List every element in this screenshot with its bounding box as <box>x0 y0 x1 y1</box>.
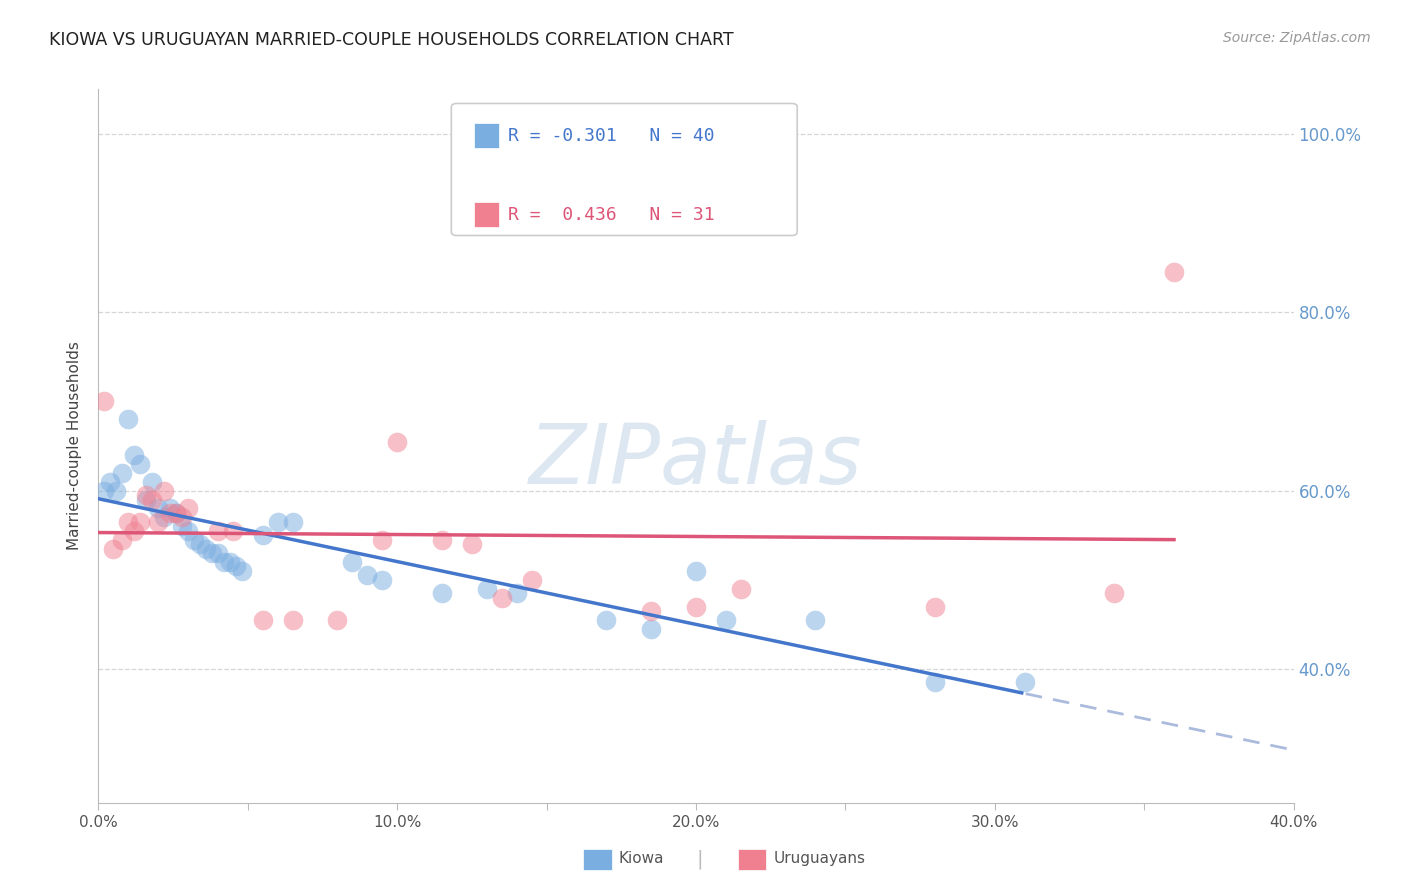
Point <box>105 483 128 498</box>
Point <box>371 533 394 547</box>
Point <box>165 506 187 520</box>
Point <box>804 613 827 627</box>
Point <box>111 466 134 480</box>
Text: R = -0.301   N = 40: R = -0.301 N = 40 <box>508 127 714 145</box>
Point <box>924 599 946 614</box>
Point <box>117 412 139 426</box>
Point <box>1014 675 1036 690</box>
Point <box>159 506 181 520</box>
Text: |: | <box>697 849 703 869</box>
Point <box>1104 586 1126 600</box>
Point <box>135 488 157 502</box>
Point <box>252 528 274 542</box>
Point <box>207 524 229 538</box>
Point <box>117 515 139 529</box>
Point <box>506 586 529 600</box>
Point <box>177 524 200 538</box>
Point <box>188 537 211 551</box>
Point <box>225 559 247 574</box>
Point <box>475 582 498 596</box>
Point <box>267 515 290 529</box>
Point <box>491 591 513 605</box>
Point <box>640 604 662 618</box>
Point <box>159 501 181 516</box>
Point <box>141 492 163 507</box>
Point <box>183 533 205 547</box>
Text: Source: ZipAtlas.com: Source: ZipAtlas.com <box>1223 31 1371 45</box>
Point <box>342 555 364 569</box>
Point <box>111 533 134 547</box>
Point <box>430 533 453 547</box>
Point <box>201 546 224 560</box>
Point <box>430 586 453 600</box>
Point <box>385 434 409 449</box>
Point <box>281 515 304 529</box>
Point <box>195 541 218 556</box>
Point <box>461 537 484 551</box>
Point <box>148 515 170 529</box>
Point <box>93 483 115 498</box>
Text: R =  0.436   N = 31: R = 0.436 N = 31 <box>508 206 714 224</box>
Point <box>595 613 617 627</box>
Point <box>172 519 194 533</box>
Point <box>177 501 200 516</box>
Point <box>1163 265 1185 279</box>
Point <box>252 613 274 627</box>
Point <box>219 555 242 569</box>
Point <box>371 573 394 587</box>
Point <box>222 524 245 538</box>
Point <box>124 524 146 538</box>
Point <box>129 515 152 529</box>
Point <box>207 546 229 560</box>
Point <box>103 541 125 556</box>
Point <box>640 622 662 636</box>
Point <box>100 475 122 489</box>
Point <box>129 457 152 471</box>
Point <box>520 573 543 587</box>
Point <box>924 675 946 690</box>
Point <box>165 506 187 520</box>
Text: KIOWA VS URUGUAYAN MARRIED-COUPLE HOUSEHOLDS CORRELATION CHART: KIOWA VS URUGUAYAN MARRIED-COUPLE HOUSEH… <box>49 31 734 49</box>
Point <box>135 492 157 507</box>
Text: Uruguayans: Uruguayans <box>773 852 865 866</box>
Point <box>685 599 707 614</box>
Point <box>714 613 737 627</box>
Point <box>148 501 170 516</box>
Point <box>141 475 163 489</box>
Point <box>730 582 752 596</box>
Point <box>281 613 304 627</box>
Point <box>212 555 235 569</box>
Text: Kiowa: Kiowa <box>619 852 664 866</box>
Point <box>231 564 253 578</box>
Point <box>153 510 176 524</box>
Point <box>172 510 194 524</box>
Point <box>124 448 146 462</box>
Text: ZIPatlas: ZIPatlas <box>529 420 863 500</box>
Point <box>685 564 707 578</box>
Y-axis label: Married-couple Households: Married-couple Households <box>67 342 83 550</box>
Point <box>326 613 349 627</box>
Point <box>153 483 176 498</box>
Point <box>356 568 378 582</box>
Point <box>93 394 115 409</box>
